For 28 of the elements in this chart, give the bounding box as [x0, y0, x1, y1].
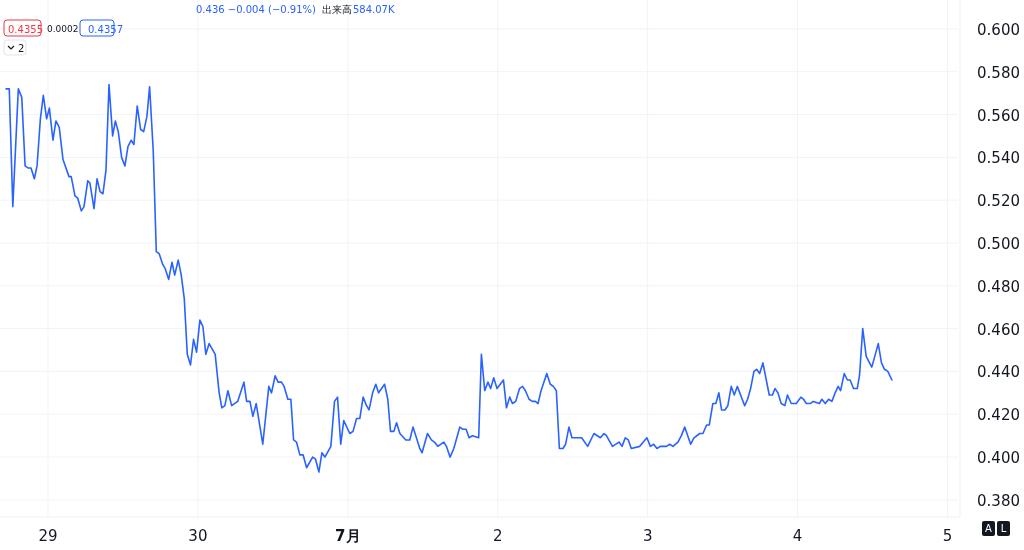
x-tick-label: 7月: [335, 527, 361, 545]
y-tick-label: 0.420: [977, 406, 1020, 425]
y-tick-label: 0.460: [977, 320, 1020, 339]
x-tick-label: 29: [38, 527, 58, 545]
annotation: 出来高: [321, 4, 352, 15]
y-tick-label: 0.440: [977, 363, 1020, 382]
y-tick-label: 0.560: [977, 106, 1020, 125]
x-tick-label: 30: [188, 527, 208, 545]
y-tick-label: 0.540: [977, 149, 1020, 168]
y-tick-label: 0.400: [977, 449, 1020, 468]
annotation: 2: [18, 43, 25, 54]
annotation: 584.07K: [352, 4, 395, 15]
y-tick-label: 0.600: [977, 20, 1020, 39]
text: L: [1000, 523, 1007, 534]
annotation: 0.4355: [8, 24, 43, 35]
y-tick-label: 0.520: [977, 192, 1020, 211]
x-tick-label: 5: [942, 527, 953, 545]
x-tick-label: 3: [642, 527, 653, 545]
x-tick-label: 4: [792, 527, 803, 545]
x-tick-label: 2: [492, 527, 503, 545]
annotation: 0.4357: [88, 24, 123, 35]
annotation: 0.0002: [47, 24, 79, 34]
text: A: [985, 523, 993, 534]
y-tick-label: 0.480: [977, 277, 1020, 296]
annotation: 0.436 −0.004 (−0.91%): [196, 4, 317, 15]
y-tick-label: 0.500: [977, 234, 1020, 253]
y-tick-label: 0.380: [977, 491, 1020, 510]
y-tick-label: 0.580: [977, 63, 1020, 82]
